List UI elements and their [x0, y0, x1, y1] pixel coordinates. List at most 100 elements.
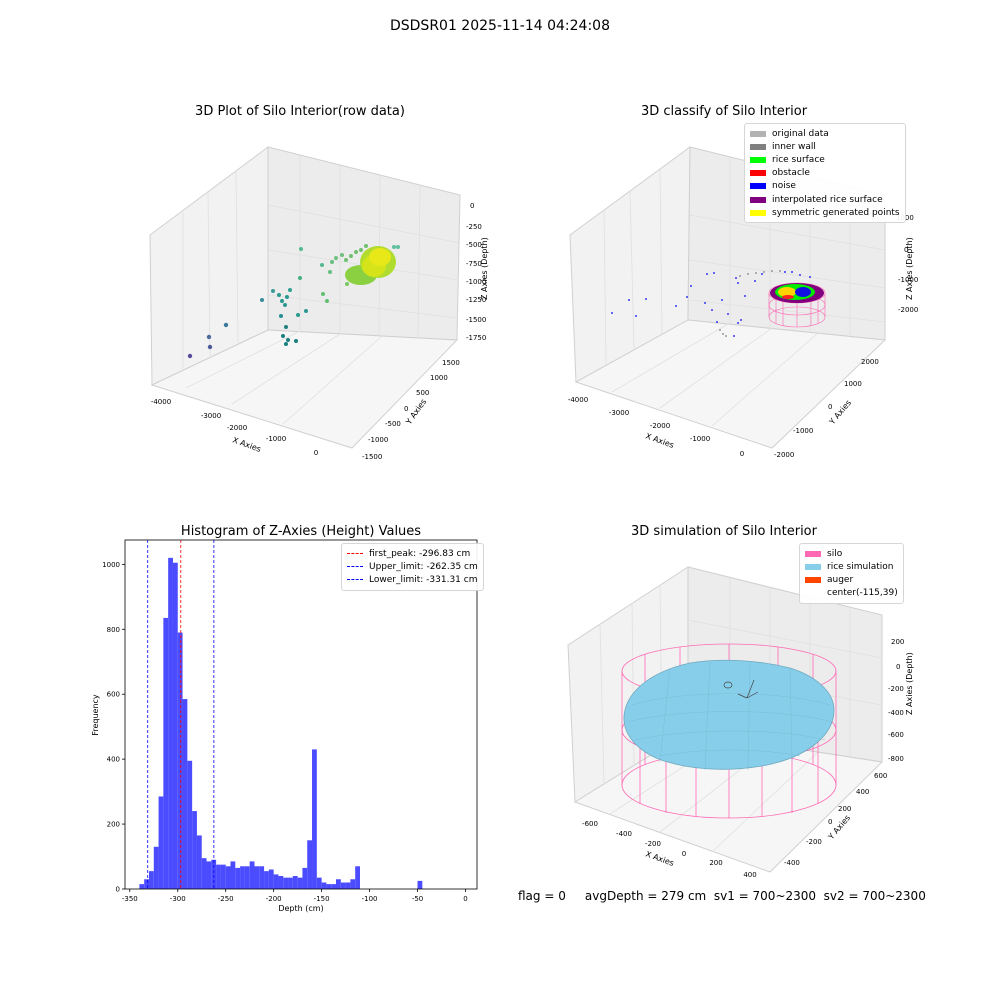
histogram-bar [297, 877, 303, 889]
histogram-bar [268, 869, 274, 889]
histogram-bar [249, 861, 255, 889]
legend-swatch [347, 579, 363, 581]
legend-swatch [750, 209, 766, 216]
raw-x-tick: -4000 [151, 398, 171, 406]
histogram-bar [417, 880, 423, 889]
classify-points [611, 270, 826, 337]
histogram-bar [235, 867, 241, 889]
histogram-x-tick-label: -300 [170, 895, 186, 903]
raw-z-tick: 0 [470, 202, 474, 210]
legend-swatch [750, 143, 766, 150]
legend-item: obstacle [750, 167, 900, 180]
classify-y-tick: 1000 [844, 380, 862, 388]
sim-z-tick: -200 [888, 685, 904, 693]
raw-z-tick: -1750 [466, 334, 486, 342]
classify-y-tick: -1000 [793, 427, 813, 435]
legend-item: first_peak: -296.83 cm [347, 547, 478, 560]
simulation-legend: silo rice simulation auger center(-115,3… [799, 543, 904, 604]
histogram-y-tick-label: 400 [107, 756, 120, 764]
histogram-bar [230, 861, 236, 889]
raw-scatter-points [187, 244, 400, 359]
histogram-bar [302, 867, 308, 889]
classify-x-tick: -3000 [609, 409, 629, 417]
sim-y-tick: 400 [856, 788, 869, 796]
histogram-bar [187, 760, 193, 889]
raw-z-tick: -1250 [466, 296, 486, 304]
sim-z-tick: -600 [888, 731, 904, 739]
legend-item: Lower_limit: -331.31 cm [347, 573, 478, 586]
legend-swatch [805, 576, 821, 583]
legend-item: noise [750, 180, 900, 193]
sim-y-tick: 200 [838, 805, 851, 813]
histogram-bar [259, 866, 265, 889]
histogram-bar [201, 858, 207, 889]
histogram-bar [331, 884, 337, 889]
raw-y-tick: 0 [404, 405, 408, 413]
simulation-3d-plot: -600 -400 -200 0 200 400 -400 -200 0 200… [567, 566, 914, 879]
histogram-bar [206, 861, 212, 889]
histogram-x-tick-label: -200 [266, 895, 282, 903]
histogram-bar [288, 877, 293, 889]
legend-item: symmetric generated points [750, 206, 900, 219]
histogram-bar [158, 796, 164, 889]
legend-swatch [805, 563, 821, 570]
histogram-chart: -350 -300 -250 -200 -150 -100 -50 0 0 200 400 600 8… [91, 539, 478, 913]
histogram-bar [345, 882, 351, 889]
legend-swatch [347, 566, 363, 568]
raw-z-tick: -250 [466, 223, 482, 231]
raw-grid [182, 155, 461, 425]
legend-swatch [750, 196, 766, 203]
sim-axis-ticks: -600 -400 -200 0 200 400 -400 -200 0 200… [582, 638, 904, 879]
sim-x-tick: 400 [743, 871, 756, 879]
classify-z-label: Z Axies (Depth) [905, 237, 914, 300]
histogram-bar [211, 859, 217, 889]
raw-y-tick: -500 [385, 420, 401, 428]
histogram-bar [350, 879, 356, 889]
classify-z-tick: -2000 [898, 306, 918, 314]
histogram-x-tick-label: -250 [218, 895, 234, 903]
classify-y-tick: 0 [828, 403, 832, 411]
legend-item: interpolated rice surface [750, 193, 900, 206]
histogram-y-tick-label: 800 [107, 626, 120, 634]
raw-y-tick: 500 [416, 389, 429, 397]
histogram-x-tick-label: -350 [122, 895, 138, 903]
legend-item: silo [805, 547, 898, 560]
histogram-bar [321, 882, 327, 889]
histogram-y-ticks: 0 200 400 600 800 1000 [102, 561, 125, 894]
raw-z-label: Z Axies (Depth) [480, 237, 489, 300]
figure-title: DSDSR01 2025-11-14 04:24:08 [389, 18, 610, 34]
classify-legend: original data inner wall rice surface ob… [744, 123, 906, 224]
histogram-bar [144, 879, 149, 889]
histogram-bar [292, 876, 298, 889]
histogram-bar [172, 562, 178, 889]
raw-x-label: X Axies [231, 435, 262, 454]
histogram-legend: first_peak: -296.83 cm Upper_limit: -262… [341, 543, 484, 591]
histogram-bar [244, 866, 250, 889]
classify-x-tick: 0 [740, 450, 744, 458]
legend-swatch [347, 553, 363, 555]
legend-item: original data [750, 127, 900, 140]
histogram-x-tick-label: 0 [463, 895, 467, 903]
raw-x-tick: -3000 [201, 412, 221, 420]
histogram-bar [168, 557, 173, 889]
classify-x-label: X Axies [644, 431, 675, 450]
sim-x-tick: -400 [616, 830, 632, 838]
histogram-bar [220, 864, 226, 889]
histogram-bar [240, 866, 245, 889]
raw-3d-plot: -4000 -3000 -2000 -1000 0 -1500 -1000 -5… [149, 146, 489, 461]
histogram-y-tick-label: 200 [107, 821, 120, 829]
sim-x-tick: -600 [582, 820, 598, 828]
histogram-bar [355, 866, 360, 889]
classify-y-tick: -2000 [774, 451, 794, 459]
legend-swatch [750, 156, 766, 163]
histogram-bar [336, 879, 341, 889]
legend-item: rice simulation [805, 560, 898, 573]
raw-z-tick: -500 [466, 241, 482, 249]
histogram-bar [225, 866, 231, 889]
sim-auger [723, 679, 759, 699]
simulation-plot-title: 3D simulation of Silo Interior [631, 524, 817, 539]
sim-rice-surface [623, 659, 835, 770]
legend-swatch [805, 590, 821, 596]
histogram-title: Histogram of Z-Axies (Height) Values [180, 524, 422, 539]
sim-y-tick: -200 [806, 838, 822, 846]
